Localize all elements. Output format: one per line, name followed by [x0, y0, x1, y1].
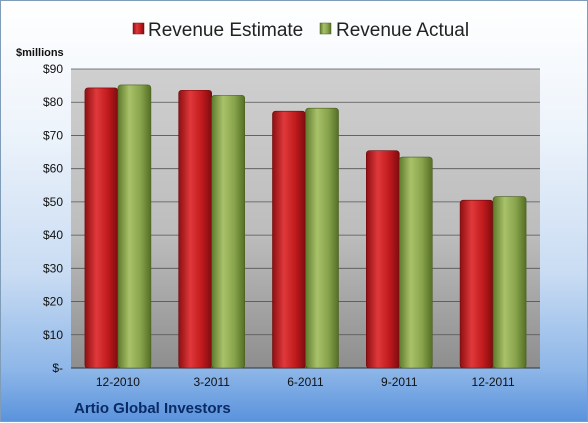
x-tick-label: 12-2011: [472, 375, 515, 389]
y-tick-label: $40: [43, 228, 63, 242]
x-tick-label: 12-2010: [96, 375, 140, 389]
y-tick-label: $50: [43, 195, 63, 209]
bar-revenue-actual: [305, 107, 339, 369]
y-tick-label: $80: [43, 95, 63, 109]
y-tick-label: $60: [43, 162, 63, 176]
bar-revenue-actual: [398, 156, 433, 369]
legend: Revenue Estimate Revenue Actual: [132, 20, 469, 41]
y-axis-unit-label: $millions: [16, 47, 64, 59]
bar-revenue-estimate: [84, 87, 119, 369]
legend-label-actual: Revenue Actual: [336, 20, 469, 41]
company-name-label: Artio Global Investors: [74, 400, 231, 417]
bar-revenue-actual: [492, 196, 527, 369]
bar-revenue-estimate: [178, 89, 212, 369]
legend-swatch-estimate: [132, 22, 145, 35]
y-tick-label: $10: [43, 328, 63, 342]
x-tick-label: 3-2011: [193, 375, 230, 389]
x-tick-label: 9-2011: [381, 375, 418, 389]
bar-revenue-estimate: [272, 110, 306, 369]
y-axis-tick-labels: $- $10 $20 $30 $40 $50 $60 $70 $80 $90: [43, 62, 63, 375]
legend-label-estimate: Revenue Estimate: [148, 20, 303, 41]
y-tick-label: $20: [43, 295, 63, 309]
bar-revenue-estimate: [365, 150, 400, 369]
legend-swatch-actual: [319, 22, 332, 35]
x-axis-tick-labels: 12-2010 3-2011 6-2011 9-2011 12-2011: [96, 375, 515, 389]
y-tick-label: $-: [52, 361, 63, 375]
y-tick-label: $70: [43, 128, 63, 142]
bar-revenue-estimate: [459, 199, 494, 369]
y-tick-label: $90: [43, 62, 63, 76]
x-tick-label: 6-2011: [287, 375, 324, 389]
bar-revenue-actual: [211, 94, 245, 369]
bars: [84, 84, 527, 369]
bar-revenue-actual: [117, 84, 152, 369]
y-tick-label: $30: [43, 261, 63, 275]
